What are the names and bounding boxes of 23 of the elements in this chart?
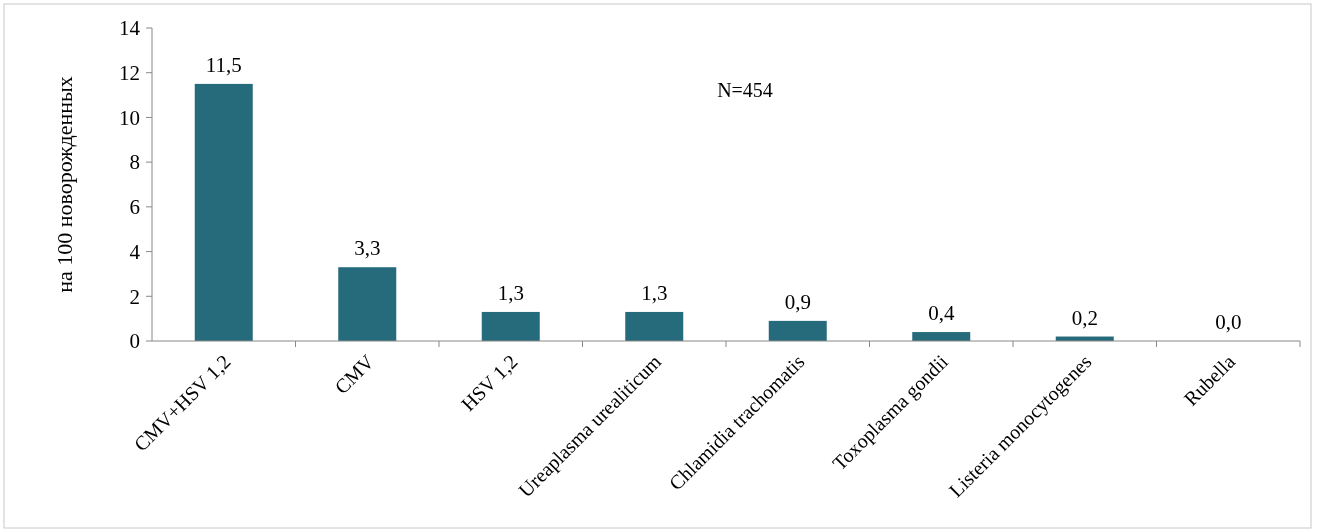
y-tick-label: 12 <box>119 61 140 86</box>
bar <box>194 83 253 341</box>
bar <box>625 311 684 341</box>
data-label: 0,0 <box>1215 310 1242 334</box>
y-tick-label: 14 <box>119 16 141 41</box>
bar <box>768 320 827 341</box>
y-axis-title: на 100 новорожденных <box>52 76 77 293</box>
data-label: 1,3 <box>641 280 668 305</box>
y-tick-label: 0 <box>129 329 140 354</box>
data-label: 0,9 <box>784 289 811 314</box>
data-label: 1,3 <box>497 280 524 305</box>
y-tick-label: 8 <box>129 150 140 175</box>
data-label: 0,4 <box>928 301 955 326</box>
y-tick-label: 6 <box>129 195 140 220</box>
y-tick-label: 10 <box>119 105 140 130</box>
bar <box>481 311 540 341</box>
y-tick-label: 2 <box>129 284 140 309</box>
data-label: 3,3 <box>354 236 381 261</box>
data-label: 0,2 <box>1071 305 1098 330</box>
annotation: N=454 <box>717 79 773 101</box>
data-label: 11,5 <box>205 52 242 77</box>
bar <box>338 267 397 341</box>
y-tick-label: 4 <box>129 239 141 264</box>
